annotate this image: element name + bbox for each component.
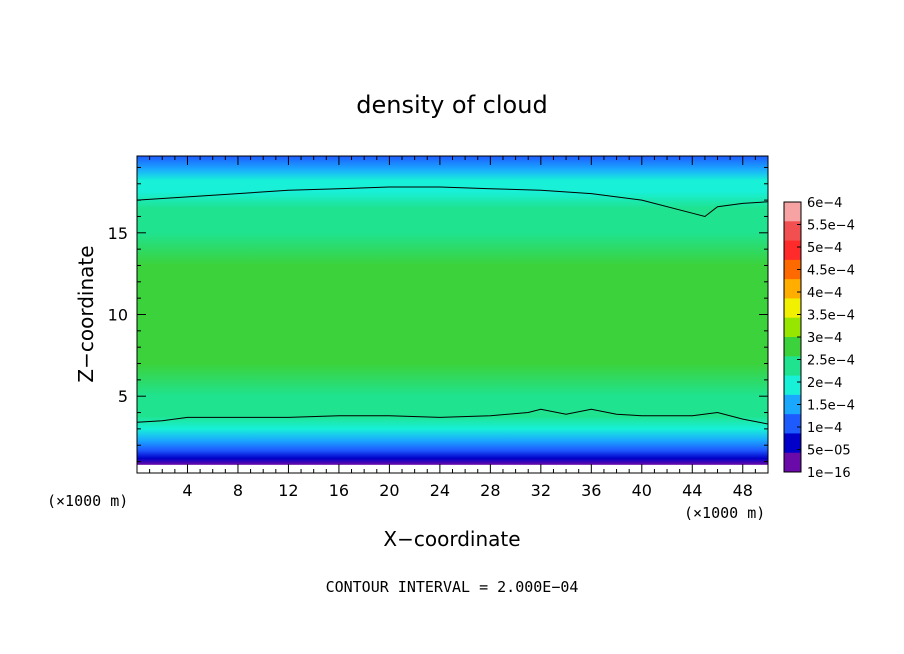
y-axis-label: Z−coordinate [74, 245, 98, 382]
colorbar-swatch [784, 279, 801, 299]
contour-line-lower [137, 408, 768, 425]
colorbar-label: 4.5e−4 [807, 264, 855, 279]
colorbar-label: 5e−05 [807, 444, 851, 459]
colorbar-swatch [784, 433, 801, 454]
colorbar-swatch [784, 337, 801, 357]
colorbar-swatch [784, 259, 801, 280]
colorbar-swatch [784, 414, 801, 434]
x-tick-label: 12 [278, 481, 298, 500]
contour-interval-note: CONTOUR INTERVAL = 2.000E−04 [326, 578, 579, 596]
x-unit-right: (×1000 m) [684, 504, 765, 522]
y-tick-label: 15 [108, 224, 128, 243]
x-unit-left: (×1000 m) [47, 492, 128, 510]
chart-title: density of cloud [356, 91, 547, 119]
colorbar-swatch [784, 202, 801, 222]
colorbar-label: 1e−16 [807, 466, 851, 481]
no-data-strip [137, 464, 768, 473]
x-axis-label: X−coordinate [383, 527, 520, 551]
colorbar-swatch [784, 240, 801, 261]
heatmap-fill [137, 156, 768, 473]
x-tick-label: 20 [379, 481, 399, 500]
x-tick-label: 24 [430, 481, 450, 500]
colorbar-label: 2e−4 [807, 376, 842, 391]
colorbar-label: 5.5e−4 [807, 219, 855, 234]
colorbar-label: 5e−4 [807, 241, 842, 256]
colorbar-label: 6e−4 [807, 196, 842, 211]
colorbar-swatch [784, 298, 801, 319]
colorbar-label: 1e−4 [807, 421, 842, 436]
x-axis: 4 8 12 16 20 24 28 32 36 40 44 48 [149, 156, 756, 500]
x-tick-label: 36 [581, 481, 601, 500]
density-field [137, 156, 768, 473]
x-tick-label: 8 [233, 481, 243, 500]
x-tick-label: 40 [632, 481, 652, 500]
x-tick-label: 48 [733, 481, 753, 500]
colorbar-label: 2.5e−4 [807, 354, 855, 369]
y-axis: 5 10 15 [108, 166, 768, 463]
colorbar-swatch [784, 317, 801, 338]
colorbar-swatch [784, 356, 801, 377]
colorbar-label: 4e−4 [807, 286, 842, 301]
colorbar-swatch [784, 452, 801, 473]
contour-line-upper [137, 186, 768, 218]
colorbar-label: 1.5e−4 [807, 399, 855, 414]
x-tick-label: 4 [182, 481, 192, 500]
x-tick-label: 44 [682, 481, 702, 500]
x-tick-label: 16 [329, 481, 349, 500]
colorbar: 6e−4 5.5e−4 5e−4 4.5e−4 4e−4 3.5e−4 3e−4 2.5e−4… [783, 196, 855, 481]
x-tick-label: 32 [531, 481, 551, 500]
colorbar-label: 3.5e−4 [807, 309, 855, 324]
colorbar-swatch [784, 375, 801, 396]
y-tick-label: 5 [118, 387, 128, 406]
y-tick-label: 10 [108, 306, 128, 325]
colorbar-label: 3e−4 [807, 331, 842, 346]
x-tick-label: 28 [480, 481, 500, 500]
colorbar-swatch [784, 394, 801, 415]
colorbar-swatch [784, 221, 801, 242]
